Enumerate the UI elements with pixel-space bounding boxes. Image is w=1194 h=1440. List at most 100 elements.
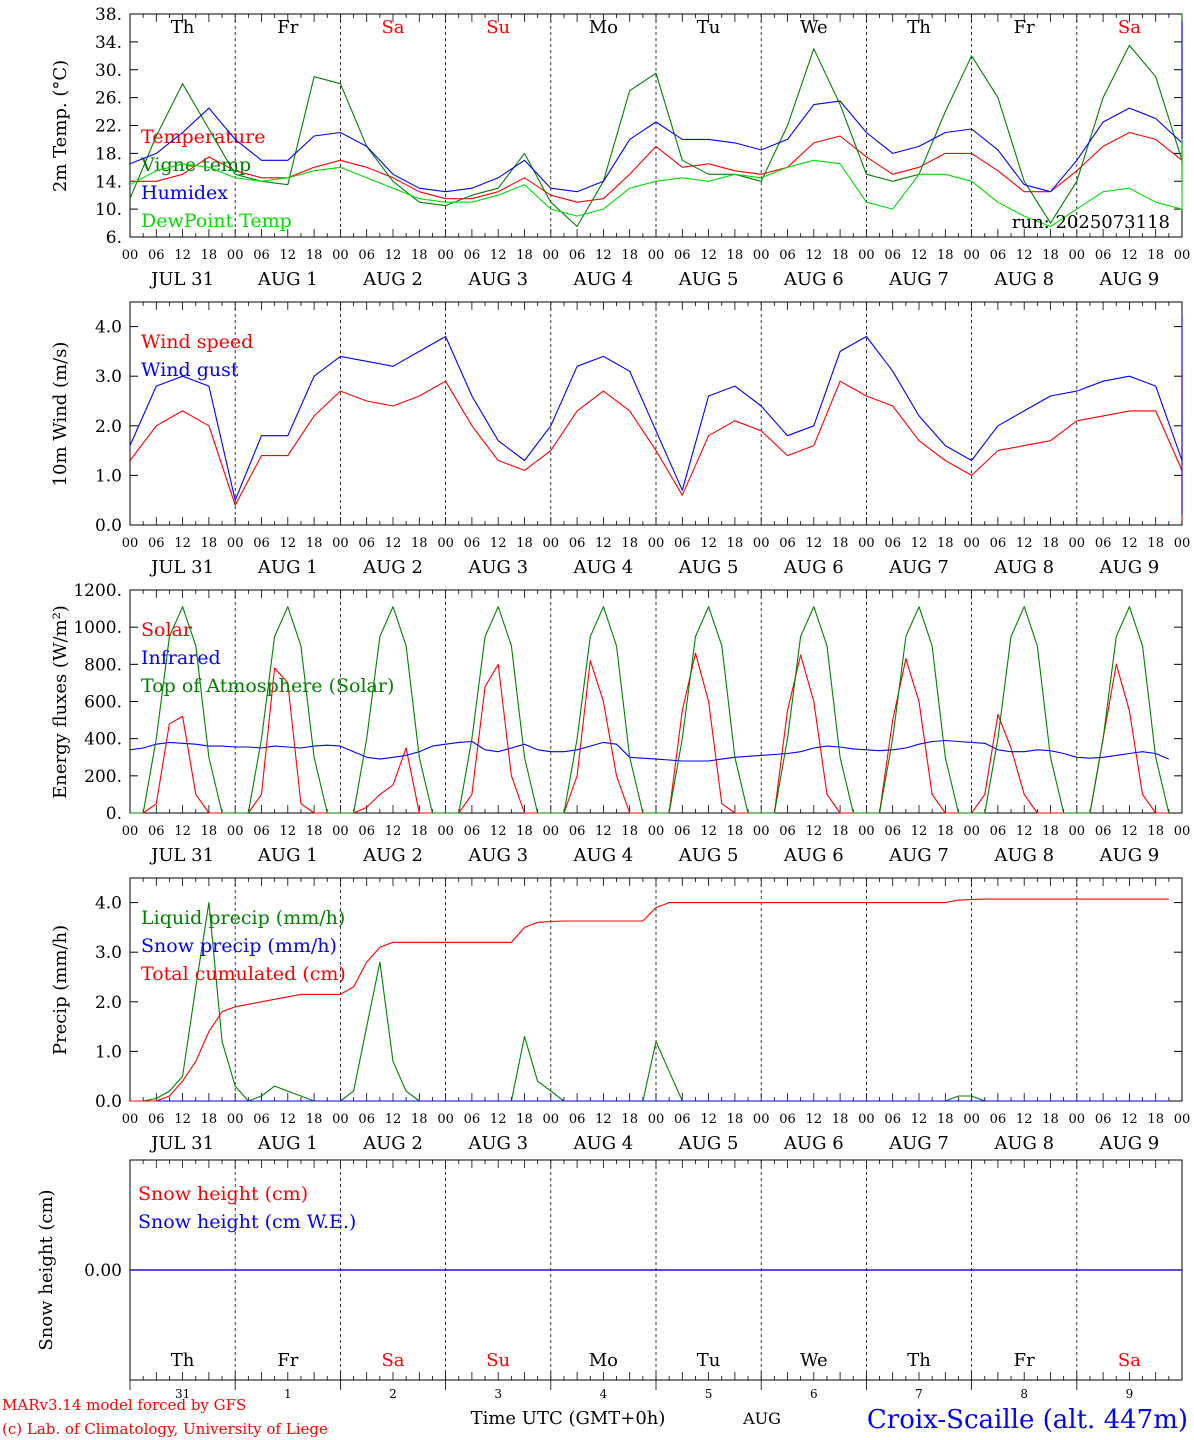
hour-tick-label: 12 [174,824,191,839]
hour-tick-label: 06 [569,824,586,839]
day-number-label: 5 [705,1387,713,1401]
hour-tick-label: 18 [306,824,323,839]
hour-tick-label: 06 [253,536,270,551]
hour-tick-label: 18 [937,248,954,263]
hour-tick-label: 12 [174,248,191,263]
hour-tick-label: 00 [648,536,665,551]
date-label: AUG 8 [993,1133,1054,1154]
hour-tick-label: 12 [280,1112,297,1127]
date-label: AUG 9 [1099,845,1160,866]
hour-tick-label: 18 [832,248,849,263]
hour-tick-label: 12 [700,536,717,551]
hour-tick-label: 12 [1016,1112,1033,1127]
hour-tick-label: 00 [227,1112,244,1127]
date-label: AUG 4 [573,557,634,578]
date-label: AUG 4 [573,845,634,866]
hour-tick-label: 06 [253,248,270,263]
day-label: Fr [1014,17,1035,38]
hour-tick-label: 06 [148,536,165,551]
date-label: AUG 9 [1099,557,1160,578]
panel-5: 0.00 Snow height (cm) Th Fr Sa Su Mo Tu We Th Fr Sa… [36,1159,1183,1381]
hour-tick-label: 06 [253,824,270,839]
hour-tick-label: 18 [832,536,849,551]
hour-tick-label: 18 [516,824,533,839]
hour-tick-label: 12 [911,248,928,263]
hour-tick-label: 00 [1069,824,1086,839]
hour-tick-label: 06 [1095,248,1112,263]
hour-tick-label: 00 [648,1112,665,1127]
hour-tick-label: 12 [490,824,507,839]
y-tick-label: 0.0 [95,516,122,536]
hour-tick-label: 12 [385,824,402,839]
hour-tick-label: 12 [490,536,507,551]
hour-tick-label: 00 [858,536,875,551]
run-label: run: 2025073118 [1012,212,1170,233]
hour-tick-label: 06 [358,248,375,263]
day-number-label: 31 [175,1387,190,1401]
date-label: JUL 31 [149,1133,214,1154]
hour-tick-label: 12 [1121,824,1138,839]
y-tick-label: 2.0 [95,417,122,437]
date-label: AUG 9 [1099,269,1160,290]
hour-tick-label: 00 [1174,824,1191,839]
hour-tick-label: 18 [1042,824,1059,839]
station-name: Croix-Scaille (alt. 447m) [867,1405,1188,1435]
hour-tick-label: 18 [306,536,323,551]
y-axis-label: Snow height (cm) [36,1189,57,1350]
day-label: Fr [277,1350,298,1371]
hour-tick-label: 18 [727,248,744,263]
hour-tick-label: 06 [990,824,1007,839]
y-tick-label: 0.00 [84,1261,122,1281]
hour-tick-label: 12 [385,248,402,263]
y-tick-label: 1.0 [95,1042,122,1062]
hour-tick-label: 06 [779,824,796,839]
hour-tick-label: 18 [621,1112,638,1127]
hour-tick-label: 06 [990,536,1007,551]
hour-tick-label: 00 [122,536,139,551]
hour-tick-label: 00 [648,824,665,839]
hour-tick-label: 00 [122,824,139,839]
hour-tick-label: 18 [832,824,849,839]
date-label: AUG 1 [257,557,318,578]
y-tick-label: 2.0 [95,993,122,1013]
hour-tick-label: 18 [411,536,428,551]
date-label: AUG 6 [783,269,844,290]
hour-tick-label: 00 [227,536,244,551]
hour-tick-label: 12 [280,536,297,551]
y-tick-label: 6. [106,228,122,248]
legend-entry: Temperature [141,126,265,148]
hour-tick-label: 00 [543,536,560,551]
date-label: AUG 2 [362,557,423,578]
day-label: We [800,17,828,38]
hour-tick-label: 12 [1016,248,1033,263]
hour-tick-label: 12 [595,248,612,263]
hour-tick-label: 12 [700,248,717,263]
hour-tick-label: 06 [884,824,901,839]
day-label: Fr [277,17,298,38]
day-number-label: 4 [600,1387,608,1401]
y-tick-label: 4.0 [95,318,122,338]
legend-entry: Snow precip (mm/h) [141,935,337,957]
y-tick-label: 3.0 [95,367,122,387]
hour-tick-label: 06 [464,248,481,263]
hour-tick-label: 06 [569,1112,586,1127]
day-label: Su [486,1350,510,1371]
hour-tick-label: 06 [779,536,796,551]
hour-tick-label: 06 [464,536,481,551]
day-label: Th [907,17,931,38]
y-tick-label: 22. [95,117,122,137]
hour-tick-label: 12 [490,1112,507,1127]
hour-tick-label: 12 [911,536,928,551]
hour-tick-label: 06 [358,536,375,551]
legend-entry: Infrared [141,647,221,669]
hour-tick-label: 06 [148,248,165,263]
date-label: AUG 4 [573,1133,634,1154]
date-label: AUG 1 [257,1133,318,1154]
hour-tick-label: 18 [621,248,638,263]
hour-tick-label: 06 [253,1112,270,1127]
hour-tick-label: 18 [1147,1112,1164,1127]
hour-tick-label: 06 [674,824,691,839]
hour-tick-label: 00 [753,824,770,839]
date-label: AUG 7 [888,1133,949,1154]
hour-tick-label: 18 [516,536,533,551]
